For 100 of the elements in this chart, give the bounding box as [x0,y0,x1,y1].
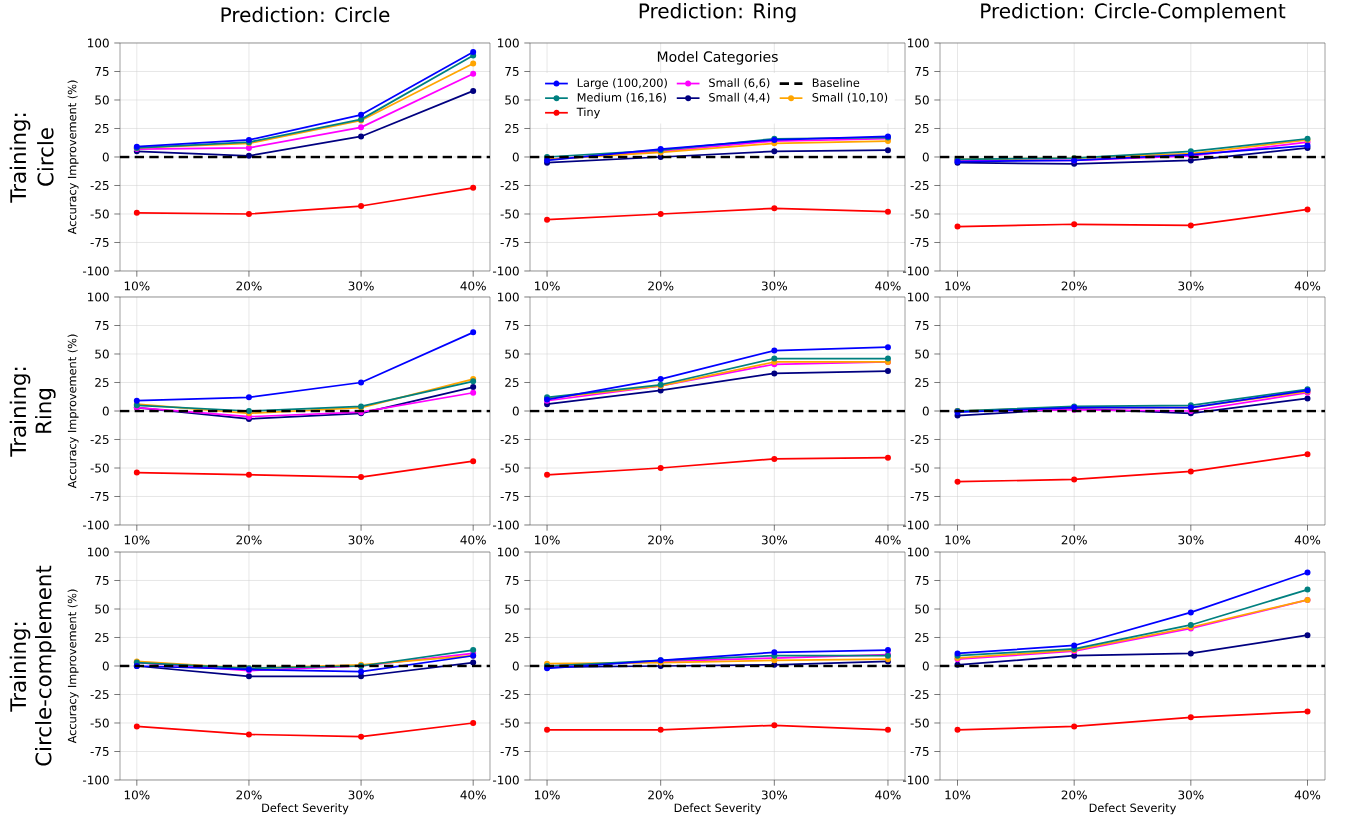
y-tick-label: -75 [90,492,109,501]
legend-label: Small (10,10) [812,92,888,103]
y-tick-label: 75 [95,576,109,585]
x-tick-label: 30% [761,281,787,291]
x-tick-label: 10% [945,535,971,545]
x-tick-label: 20% [1061,281,1087,291]
y-tick-label: 0 [512,152,519,162]
legend-label: Small (6,6) [709,78,770,89]
y-tick-label: 0 [512,661,519,671]
x-tick-label: 20% [236,281,262,291]
y-tick-label: 75 [95,321,109,330]
y-tick-label: -100 [82,520,109,530]
x-tick-label: 30% [1178,281,1204,291]
y-tick-label: 25 [915,632,929,643]
y-axis-title: Accuracy Improvement (%) [67,80,79,235]
x-tick-label: 40% [460,535,486,545]
x-tick-label: 30% [348,790,374,800]
chart-title: Prediction: Circle [221,6,390,23]
y-tick-label: 100 [908,292,929,302]
y-tick-label: -50 [90,209,109,219]
y-tick-label: -25 [910,689,929,700]
y-tick-label: 100 [908,547,929,557]
y-tick-label: 0 [102,406,109,416]
x-tick-label: 30% [348,281,374,291]
y-tick-label: 75 [505,576,519,585]
y-tick-label: 0 [102,661,109,671]
y-tick-label: 75 [95,67,109,76]
y-tick-label: -100 [492,520,519,530]
legend-label: Tiny [576,107,600,119]
y-tick-label: -50 [500,463,519,473]
y-tick-label: -100 [492,775,519,785]
text: Circle [37,128,54,186]
x-tick-label: 30% [761,790,787,800]
y-tick-label: 50 [505,604,519,614]
y-tick-label: -50 [910,463,929,473]
y-tick-label: -25 [910,434,929,445]
y-tick-label: 0 [512,406,519,416]
x-tick-label: 10% [124,281,150,291]
y-tick-label: -50 [910,718,929,728]
x-tick-label: 40% [460,281,486,291]
x-tick-label: 40% [875,535,901,545]
x-tick-label: 40% [875,790,901,800]
x-tick-label: 10% [535,281,560,291]
y-tick-label: 100 [88,38,109,48]
x-axis-title: Defect Severity [674,803,762,815]
y-tick-label: 100 [498,38,519,48]
y-tick-label: -75 [90,238,109,247]
y-tick-label: -25 [500,689,519,700]
legend-title: Model Categories [657,51,778,65]
y-tick-label: -50 [90,718,109,728]
x-tick-label: 10% [124,535,150,545]
x-tick-label: 30% [761,535,787,545]
y-tick-label: 100 [498,547,519,557]
x-tick-label: 40% [1294,790,1321,800]
x-tick-label: 20% [1061,790,1087,800]
y-tick-label: 50 [95,349,109,359]
y-tick-label: 50 [915,95,929,105]
y-tick-label: -100 [902,266,929,276]
y-tick-label: 75 [505,321,519,330]
text: Training: [9,113,31,203]
x-tick-label: 10% [124,790,150,800]
y-tick-label: -25 [500,180,519,191]
y-tick-label: -50 [500,209,519,219]
y-tick-label: -50 [500,718,519,728]
text: Training: [9,367,31,457]
y-tick-label: -75 [90,747,109,756]
y-tick-label: 25 [505,377,519,388]
y-tick-label: 25 [95,123,109,134]
y-axis-title: Accuracy Improvement (%) [67,334,79,489]
x-tick-label: 10% [535,790,560,800]
y-tick-label: 25 [505,123,519,134]
x-tick-label: 20% [648,281,674,291]
x-tick-label: 40% [1294,535,1321,545]
x-tick-label: 20% [236,535,262,545]
y-tick-label: -100 [492,266,519,276]
y-axis-title: Accuracy Improvement (%) [67,589,79,744]
y-tick-label: 50 [95,95,109,105]
y-tick-label: -50 [910,209,929,219]
chart-title: Prediction: Ring [639,2,796,23]
y-tick-label: 100 [498,292,519,302]
legend-label: Baseline [812,78,860,88]
y-tick-label: 50 [915,604,929,614]
y-tick-label: 25 [915,377,929,388]
x-tick-label: 40% [875,281,901,291]
text: Circle-complement [35,565,56,766]
y-tick-label: 75 [505,67,519,76]
x-tick-label: 10% [535,535,560,545]
y-tick-label: 25 [95,377,109,388]
y-tick-label: -100 [902,775,929,785]
y-tick-label: 25 [95,632,109,643]
x-axis-title: Defect Severity [262,803,349,815]
y-tick-label: -75 [910,492,929,501]
x-tick-label: 40% [1294,281,1321,291]
y-tick-label: 0 [922,661,929,671]
y-tick-label: 50 [95,604,109,614]
y-tick-label: -75 [500,747,519,756]
y-tick-label: 75 [915,321,929,330]
legend-label: Medium (16,16) [577,92,666,103]
y-tick-label: -50 [90,463,109,473]
x-axis-title: Defect Severity [1089,803,1177,815]
